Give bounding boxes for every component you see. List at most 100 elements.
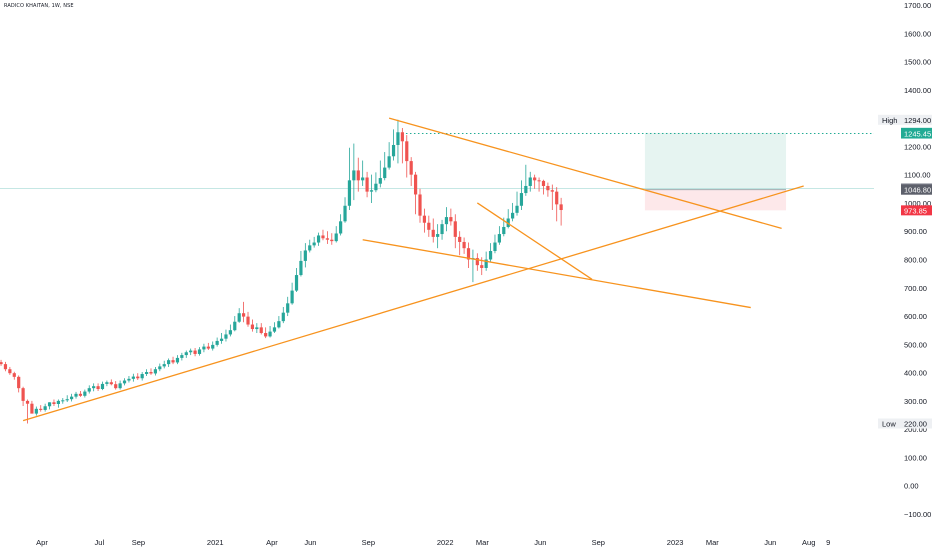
candle[interactable] xyxy=(114,381,118,390)
candle[interactable] xyxy=(224,329,228,342)
candle[interactable] xyxy=(330,233,334,245)
candle[interactable] xyxy=(70,393,74,402)
candle[interactable] xyxy=(303,243,307,268)
candle[interactable] xyxy=(52,399,56,406)
candle[interactable] xyxy=(316,232,321,246)
candle[interactable] xyxy=(462,237,466,254)
candle[interactable] xyxy=(537,177,541,192)
candle[interactable] xyxy=(369,174,374,203)
candle[interactable] xyxy=(167,358,171,367)
candle[interactable] xyxy=(383,152,387,181)
candle[interactable] xyxy=(131,373,135,382)
candle[interactable] xyxy=(493,234,497,254)
candle[interactable] xyxy=(436,224,440,249)
candle[interactable] xyxy=(506,209,510,229)
candle[interactable] xyxy=(281,307,285,324)
candle[interactable] xyxy=(286,296,290,317)
candle[interactable] xyxy=(100,381,105,391)
candle[interactable] xyxy=(405,135,409,178)
candle[interactable] xyxy=(12,371,16,380)
candle[interactable] xyxy=(294,267,299,293)
candle[interactable] xyxy=(325,231,329,244)
candle[interactable] xyxy=(488,243,493,263)
candle[interactable] xyxy=(136,373,140,380)
candle[interactable] xyxy=(519,180,524,211)
candle[interactable] xyxy=(431,218,435,243)
candle[interactable] xyxy=(343,197,347,223)
candle[interactable] xyxy=(528,171,532,192)
candle[interactable] xyxy=(387,142,391,170)
candle[interactable] xyxy=(140,372,144,381)
candle[interactable] xyxy=(339,214,343,236)
candle[interactable] xyxy=(453,214,457,249)
candle[interactable] xyxy=(391,129,396,161)
candle[interactable] xyxy=(149,368,153,375)
candle[interactable] xyxy=(444,207,449,232)
candle[interactable] xyxy=(259,323,263,335)
candle[interactable] xyxy=(250,319,255,332)
candle[interactable] xyxy=(74,391,78,399)
candle[interactable] xyxy=(356,157,360,192)
candle[interactable] xyxy=(524,164,528,196)
candle[interactable] xyxy=(92,383,96,392)
candle[interactable] xyxy=(87,385,91,394)
candle[interactable] xyxy=(497,226,501,245)
candle[interactable] xyxy=(197,347,202,356)
candle[interactable] xyxy=(219,333,224,344)
candle[interactable] xyxy=(175,355,180,365)
candle[interactable] xyxy=(290,282,294,305)
candle[interactable] xyxy=(65,395,69,403)
trendline[interactable] xyxy=(476,202,593,280)
candle[interactable] xyxy=(122,378,127,386)
candle[interactable] xyxy=(277,316,281,329)
candle[interactable] xyxy=(264,327,268,339)
candle[interactable] xyxy=(17,375,21,393)
candle[interactable] xyxy=(96,383,100,391)
candle[interactable] xyxy=(228,324,232,337)
candle[interactable] xyxy=(334,226,338,243)
candle[interactable] xyxy=(471,249,475,283)
candle[interactable] xyxy=(193,348,197,357)
candle[interactable] xyxy=(61,398,65,404)
candle[interactable] xyxy=(418,188,422,223)
candle[interactable] xyxy=(268,325,272,338)
candle[interactable] xyxy=(83,389,87,398)
candle[interactable] xyxy=(158,363,162,372)
candle[interactable] xyxy=(400,128,404,164)
candle[interactable] xyxy=(475,253,479,271)
candle[interactable] xyxy=(118,380,122,390)
candle[interactable] xyxy=(365,171,369,198)
candle[interactable] xyxy=(422,208,427,233)
candle[interactable] xyxy=(184,350,188,358)
candle[interactable] xyxy=(78,390,83,397)
trendline[interactable] xyxy=(362,239,751,309)
candle[interactable] xyxy=(8,366,12,375)
candle[interactable] xyxy=(180,352,184,361)
candle[interactable] xyxy=(242,301,246,323)
candle[interactable] xyxy=(3,361,8,372)
trendline[interactable] xyxy=(388,117,782,230)
candle[interactable] xyxy=(56,399,60,408)
candle[interactable] xyxy=(39,405,43,412)
candle[interactable] xyxy=(255,323,259,334)
candle[interactable] xyxy=(127,376,131,383)
candle[interactable] xyxy=(189,348,193,356)
candle[interactable] xyxy=(171,356,175,365)
candle[interactable] xyxy=(378,160,382,188)
candle[interactable] xyxy=(21,386,25,406)
candle[interactable] xyxy=(43,403,47,412)
candle[interactable] xyxy=(105,380,109,387)
candle[interactable] xyxy=(533,174,537,189)
candle[interactable] xyxy=(541,179,546,195)
candle[interactable] xyxy=(321,229,325,241)
candle[interactable] xyxy=(550,184,554,211)
candle[interactable] xyxy=(30,400,34,414)
candle[interactable] xyxy=(409,157,413,186)
candle[interactable] xyxy=(396,119,400,164)
candle[interactable] xyxy=(144,369,149,377)
candle[interactable] xyxy=(47,402,52,410)
candle[interactable] xyxy=(361,160,365,186)
candle[interactable] xyxy=(458,231,462,256)
candle[interactable] xyxy=(211,341,215,351)
